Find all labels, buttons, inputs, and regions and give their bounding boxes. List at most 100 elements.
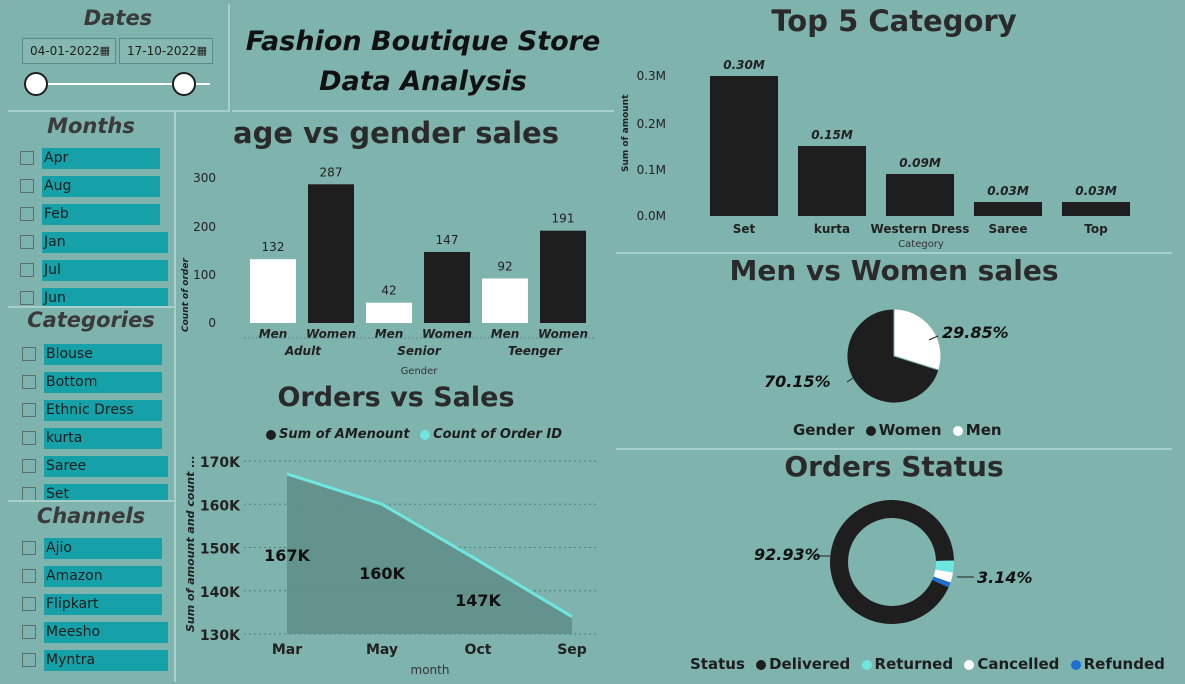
checkbox[interactable] <box>22 375 36 389</box>
channel-item-ajio[interactable]: Ajio <box>22 534 170 562</box>
category-label: kurta <box>44 427 162 449</box>
orders-sales-xtick: Mar <box>272 642 302 658</box>
channels-title: Channels <box>36 504 146 528</box>
legend-returned: Returned <box>874 655 954 673</box>
top5-value-label: 0.09M <box>899 156 941 170</box>
channel-item-meesho[interactable]: Meesho <box>22 618 170 646</box>
top5-category-label: Set <box>733 222 756 236</box>
orders-sales-ytick: 150K <box>200 542 241 558</box>
top5-category-label: kurta <box>814 222 850 236</box>
orders-sales-ytick: 140K <box>200 585 241 601</box>
orders-sales-area <box>287 473 572 634</box>
age-gender-group-label: Adult <box>284 344 322 358</box>
age-gender-value-label: 92 <box>497 260 512 274</box>
checkbox[interactable] <box>22 487 36 500</box>
legend-cancelled: Cancelled <box>977 655 1060 673</box>
month-label: Jan <box>42 231 168 253</box>
month-item-jan[interactable]: Jan <box>20 228 170 256</box>
channel-label: Meesho <box>44 621 168 643</box>
dashboard-title-line1: Fashion Boutique Store <box>245 26 601 57</box>
gender-legend: Gender Women Men <box>793 421 1002 439</box>
category-label: Saree <box>44 455 168 477</box>
channel-item-flipkart[interactable]: Flipkart <box>22 590 170 618</box>
date-range-end-handle[interactable] <box>172 72 196 96</box>
category-item-blouse[interactable]: Blouse <box>22 340 170 368</box>
checkbox[interactable] <box>22 541 36 555</box>
orders-sales-chart-title: Orders vs Sales <box>277 382 515 413</box>
legend-dot-delivered <box>756 659 767 670</box>
returned-pct-label: 3.14% <box>977 568 1033 587</box>
date-range-slider-track[interactable] <box>34 83 210 85</box>
checkbox[interactable] <box>20 179 34 193</box>
month-item-jul[interactable]: Jul <box>20 256 170 284</box>
category-label: Bottom <box>44 371 162 393</box>
age-gender-value-label: 132 <box>262 240 285 254</box>
start-date-value: 04-01-2022 <box>30 44 100 58</box>
age-gender-ytick: 0 <box>208 316 216 330</box>
top5-ytick: 0.1M <box>637 163 666 177</box>
checkbox[interactable] <box>22 347 36 361</box>
month-item-feb[interactable]: Feb <box>20 200 170 228</box>
checkbox[interactable] <box>22 431 36 445</box>
top5-value-label: 0.30M <box>723 58 765 72</box>
legend-dot-women <box>865 425 876 436</box>
category-item-saree[interactable]: Saree <box>22 452 170 480</box>
checkbox[interactable] <box>20 207 34 221</box>
age-gender-bar <box>366 302 412 323</box>
month-item-jun[interactable]: Jun <box>20 284 170 306</box>
calendar-icon[interactable]: ▦ <box>99 44 110 57</box>
checkbox[interactable] <box>20 291 34 305</box>
month-item-aug[interactable]: Aug <box>20 172 170 200</box>
age-gender-ytick: 200 <box>193 220 216 234</box>
category-item-kurta[interactable]: kurta <box>22 424 170 452</box>
top5-ylabel: Sum of amount <box>621 94 631 172</box>
month-item-apr[interactable]: Apr <box>20 144 170 172</box>
category-item-ethnic-dress[interactable]: Ethnic Dress <box>22 396 170 424</box>
checkbox[interactable] <box>20 235 34 249</box>
checkbox[interactable] <box>22 403 36 417</box>
checkbox[interactable] <box>22 459 36 473</box>
orders-sales-ytick: 160K <box>200 498 241 514</box>
legend-refunded: Refunded <box>1083 655 1165 673</box>
categories-slicer: Categories Blouse Bottom Ethnic Dress ku… <box>8 308 176 502</box>
top5-chart-panel: Top 5 Category Sum of amount 0.3M 0.2M 0… <box>616 4 1172 254</box>
month-label: Jun <box>42 287 168 306</box>
top5-ytick: 0.3M <box>637 69 666 83</box>
men-pct-label: 29.85% <box>942 323 1009 342</box>
status-legend-title: Status <box>690 655 745 673</box>
gender-pie-chart: 70.15% 29.85% <box>764 308 1009 404</box>
top5-bar <box>886 174 954 216</box>
orders-sales-xlabel: month <box>411 663 450 677</box>
legend-dot-amount <box>266 429 276 440</box>
legend-dot-count <box>420 429 431 440</box>
channel-item-amazon[interactable]: Amazon <box>22 562 170 590</box>
legend-men: Men <box>965 421 1002 439</box>
top5-ytick: 0.0M <box>637 209 666 223</box>
checkbox[interactable] <box>20 151 34 165</box>
checkbox[interactable] <box>22 625 36 639</box>
checkbox[interactable] <box>20 263 34 277</box>
status-legend: Status Delivered Returned Cancelled Refu… <box>690 655 1165 673</box>
checkbox[interactable] <box>22 653 36 667</box>
category-label: Ethnic Dress <box>44 399 162 421</box>
age-gender-x-label: Men <box>375 327 404 341</box>
checkbox[interactable] <box>22 569 36 583</box>
category-item-bottom[interactable]: Bottom <box>22 368 170 396</box>
checkbox[interactable] <box>22 597 36 611</box>
header-panel: Fashion Boutique Store Data Analysis <box>232 4 614 112</box>
top5-bar <box>1062 202 1130 216</box>
calendar-icon[interactable]: ▦ <box>196 44 207 57</box>
category-item-set[interactable]: Set <box>22 480 170 500</box>
age-gender-bar <box>308 184 354 323</box>
date-range-start-handle[interactable] <box>24 72 48 96</box>
dates-title: Dates <box>83 6 153 30</box>
age-gender-group-label: Teenger <box>508 344 563 358</box>
pie-leader-women <box>846 375 857 383</box>
top5-bar <box>974 202 1042 216</box>
channels-slicer: Channels Ajio Amazon Flipkart Meesho Myn… <box>8 502 176 682</box>
end-date-field[interactable]: 17-10-2022 ▦ <box>119 38 213 64</box>
start-date-field[interactable]: 04-01-2022 ▦ <box>22 38 116 64</box>
top5-xlabel: Category <box>898 239 944 250</box>
channel-item-myntra[interactable]: Myntra <box>22 646 170 674</box>
women-pct-label: 70.15% <box>764 372 831 391</box>
